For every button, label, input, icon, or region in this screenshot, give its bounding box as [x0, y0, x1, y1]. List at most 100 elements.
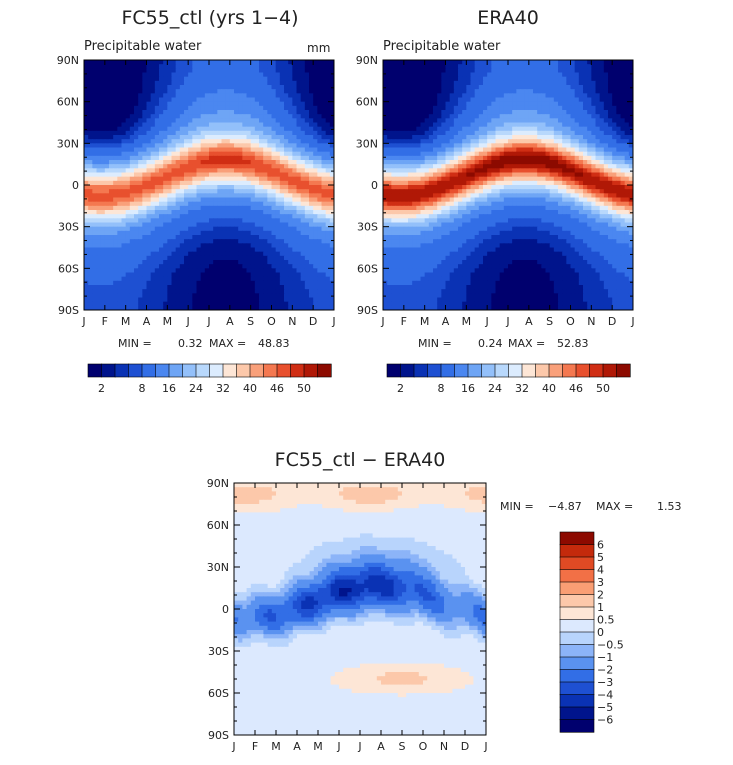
panel1-field-cell: [246, 205, 252, 211]
panel1-field-cell: [204, 80, 210, 86]
panel1-field-cell: [204, 301, 210, 307]
panel1-field-cell: [100, 301, 106, 307]
panel1-field-cell: [179, 147, 185, 153]
panel1-field-cell: [146, 185, 152, 190]
panel1-field-cell: [271, 114, 277, 119]
panel2-field-cell: [537, 93, 542, 99]
panel1-field-cell: [300, 193, 306, 199]
panel1-field-cell: [84, 193, 89, 199]
panel1-field-cell: [234, 85, 239, 90]
panel1-field-cell: [229, 101, 235, 107]
panel1-field-cell: [275, 226, 281, 232]
panel1-field-cell: [259, 276, 264, 282]
panel1-field-cell: [250, 243, 256, 249]
panel1-field-cell: [125, 272, 131, 278]
panel2-field-cell: [528, 118, 534, 124]
panel1-field-cell: [146, 89, 152, 94]
panel2-field-cell: [599, 139, 605, 144]
panel1-field-cell: [129, 218, 135, 224]
panel1-field-cell: [129, 268, 135, 274]
panel2-field-cell: [403, 101, 409, 107]
panel1-field-cell: [113, 139, 118, 144]
panel2-field-cell: [587, 135, 592, 140]
panel1-field-cell: [84, 214, 89, 219]
panel2-field-cell: [487, 85, 492, 90]
panel1-field-cell: [296, 72, 302, 78]
panel1-field-cell: [234, 214, 239, 219]
panel1-field-cell: [196, 247, 202, 253]
panel1-field-cell: [246, 172, 252, 178]
panel1-field-cell: [163, 64, 168, 69]
panel1-field-cell: [325, 285, 331, 290]
panel2-field-cell: [595, 139, 601, 144]
panel1-field-cell: [221, 268, 227, 274]
panel2-field-cell: [470, 139, 476, 144]
panel1-field-cell: [192, 168, 198, 174]
panel2-field-cell: [583, 105, 588, 111]
panel1-field-cell: [234, 180, 239, 186]
panel1-field-cell: [109, 110, 114, 115]
panel1-field-cell: [154, 230, 160, 236]
panel1-field-cell: [146, 214, 152, 219]
panel2-field-cell: [516, 105, 522, 111]
panel2-field-cell: [408, 130, 413, 136]
panel2-field-cell: [395, 143, 401, 149]
panel1-field-cell: [259, 210, 264, 215]
panel2-field-cell: [570, 89, 576, 94]
panel2-field-cell: [483, 143, 488, 149]
panel1-field-cell: [304, 260, 310, 265]
panel1-field-cell: [134, 72, 139, 78]
panel1-field-cell: [125, 122, 131, 128]
panel1-field-cell: [263, 268, 268, 274]
panel1-field-cell: [92, 101, 98, 107]
panel1-field-cell: [234, 189, 239, 194]
panel2-field-cell: [553, 101, 559, 107]
panel1-field-cell: [267, 89, 273, 94]
panel1-field-cell: [159, 201, 164, 207]
panel1-field-cell: [317, 122, 323, 128]
panel2-field-cell: [595, 126, 601, 132]
panel2-field-cell: [587, 139, 592, 144]
panel1-field-cell: [229, 143, 235, 149]
panel2-field-cell: [445, 110, 451, 115]
panel2-field-cell: [608, 105, 613, 111]
panel1-field-cell: [209, 164, 214, 169]
panel1-field-cell: [238, 222, 243, 228]
panel1-field-cell: [184, 260, 189, 265]
panel1-field-cell: [146, 68, 152, 74]
panel1-field-cell: [304, 89, 310, 94]
panel1-field-cell: [200, 289, 206, 294]
panel1-field-cell: [104, 105, 110, 111]
panel1-field-cell: [196, 260, 202, 265]
panel2-field-cell: [520, 101, 526, 107]
panel1-field-cell: [234, 280, 239, 286]
panel2-field-cell: [612, 72, 617, 78]
panel1-field-cell: [238, 260, 243, 265]
panel2-field-cell: [495, 126, 501, 132]
panel1-field-cell: [246, 64, 252, 69]
panel1-field-cell: [192, 293, 198, 299]
panel1-field-cell: [134, 130, 139, 136]
panel1-field-cell: [246, 197, 252, 203]
panel1-field-cell: [242, 205, 248, 211]
panel1-field-cell: [209, 264, 214, 269]
panel1-field-cell: [167, 72, 173, 78]
panel1-field-cell: [271, 105, 277, 111]
panel1-field-cell: [200, 164, 206, 169]
panel1-field-cell: [125, 260, 131, 265]
panel1-field-cell: [209, 139, 214, 144]
panel1-field-cell: [96, 114, 102, 119]
panel1-field-cell: [96, 122, 102, 128]
panel1-field-cell: [134, 126, 139, 132]
panel1-field-cell: [234, 197, 239, 203]
panel2-field-cell: [512, 143, 517, 149]
panel1-field-cell: [296, 272, 302, 278]
panel1-field-cell: [263, 276, 268, 282]
panel1-field-cell: [209, 247, 214, 253]
panel2-field-cell: [445, 89, 451, 94]
panel2-field-cell: [474, 143, 480, 149]
panel1-field-cell: [192, 97, 198, 103]
panel1-field-cell: [288, 85, 293, 90]
panel1-field-cell: [113, 143, 118, 149]
panel2-field-cell: [437, 143, 442, 149]
